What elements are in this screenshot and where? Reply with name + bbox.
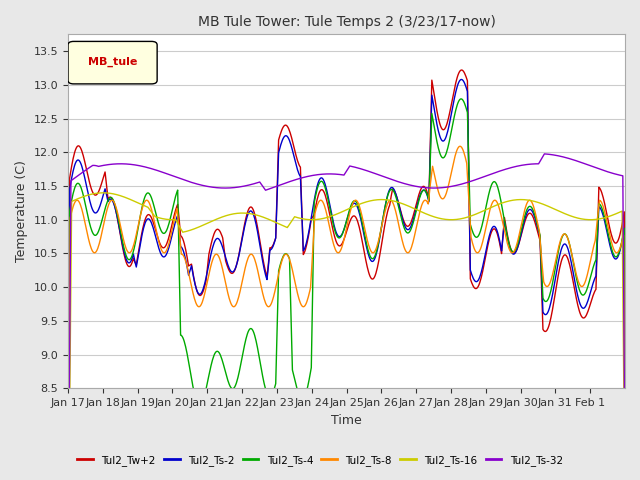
Title: MB Tule Tower: Tule Temps 2 (3/23/17-now): MB Tule Tower: Tule Temps 2 (3/23/17-now… bbox=[198, 15, 495, 29]
Tul2_Tw+2 bbox=[260, 258, 268, 264]
Tul2_Ts-32 bbox=[129, 162, 137, 168]
Tul2_Ts-32 bbox=[232, 184, 239, 190]
Tul2_Ts-2 bbox=[260, 262, 268, 268]
Tul2_Ts-4 bbox=[260, 377, 268, 383]
Tul2_Tw+2 bbox=[435, 118, 443, 124]
Legend: Tul2_Tw+2, Tul2_Ts-2, Tul2_Ts-4, Tul2_Ts-8, Tul2_Ts-16, Tul2_Ts-32: Tul2_Tw+2, Tul2_Ts-2, Tul2_Ts-4, Tul2_Ts… bbox=[73, 451, 567, 470]
Tul2_Ts-4 bbox=[435, 148, 443, 154]
Tul2_Ts-8 bbox=[280, 252, 288, 258]
Tul2_Ts-2 bbox=[404, 227, 412, 232]
Tul2_Tw+2 bbox=[280, 123, 288, 129]
Tul2_Ts-8 bbox=[129, 243, 137, 249]
Y-axis label: Temperature (C): Temperature (C) bbox=[15, 160, 28, 262]
Tul2_Tw+2 bbox=[404, 223, 412, 229]
Tul2_Ts-2 bbox=[621, 407, 629, 413]
Tul2_Ts-32 bbox=[541, 151, 548, 157]
Tul2_Tw+2 bbox=[232, 264, 239, 270]
Text: MB_tule: MB_tule bbox=[88, 57, 137, 67]
X-axis label: Time: Time bbox=[331, 414, 362, 427]
Tul2_Tw+2 bbox=[458, 67, 465, 73]
Tul2_Ts-4 bbox=[129, 249, 137, 254]
Line: Tul2_Ts-16: Tul2_Ts-16 bbox=[68, 193, 625, 480]
Tul2_Ts-8 bbox=[232, 302, 239, 308]
Tul2_Ts-32 bbox=[280, 180, 288, 186]
Tul2_Ts-2 bbox=[280, 133, 288, 139]
Tul2_Ts-16 bbox=[436, 216, 444, 221]
Tul2_Ts-4 bbox=[404, 230, 412, 236]
FancyBboxPatch shape bbox=[68, 41, 157, 84]
Tul2_Ts-2 bbox=[232, 264, 239, 270]
Line: Tul2_Ts-2: Tul2_Ts-2 bbox=[68, 80, 625, 480]
Line: Tul2_Ts-4: Tul2_Ts-4 bbox=[68, 99, 625, 480]
Tul2_Ts-16 bbox=[282, 224, 289, 229]
Tul2_Ts-4 bbox=[457, 96, 465, 102]
Tul2_Ts-16 bbox=[131, 198, 138, 204]
Tul2_Ts-16 bbox=[233, 211, 241, 216]
Tul2_Tw+2 bbox=[621, 395, 629, 400]
Tul2_Ts-8 bbox=[260, 293, 268, 299]
Tul2_Ts-8 bbox=[621, 472, 629, 478]
Tul2_Ts-16 bbox=[260, 215, 268, 220]
Tul2_Ts-16 bbox=[404, 203, 412, 209]
Tul2_Ts-4 bbox=[621, 407, 629, 413]
Tul2_Ts-32 bbox=[621, 468, 629, 473]
Tul2_Ts-2 bbox=[435, 131, 443, 137]
Tul2_Ts-16 bbox=[99, 190, 107, 196]
Tul2_Ts-32 bbox=[260, 184, 268, 190]
Tul2_Tw+2 bbox=[129, 255, 137, 261]
Tul2_Ts-8 bbox=[456, 144, 464, 149]
Tul2_Ts-32 bbox=[404, 181, 412, 187]
Tul2_Ts-4 bbox=[232, 382, 239, 387]
Tul2_Ts-8 bbox=[404, 250, 412, 256]
Line: Tul2_Ts-8: Tul2_Ts-8 bbox=[68, 146, 625, 480]
Tul2_Ts-2 bbox=[129, 251, 137, 257]
Line: Tul2_Tw+2: Tul2_Tw+2 bbox=[68, 70, 625, 480]
Tul2_Ts-32 bbox=[435, 185, 443, 191]
Tul2_Ts-4 bbox=[280, 252, 288, 257]
Tul2_Ts-8 bbox=[435, 191, 443, 197]
Line: Tul2_Ts-32: Tul2_Ts-32 bbox=[68, 154, 625, 480]
Tul2_Ts-2 bbox=[458, 77, 465, 83]
